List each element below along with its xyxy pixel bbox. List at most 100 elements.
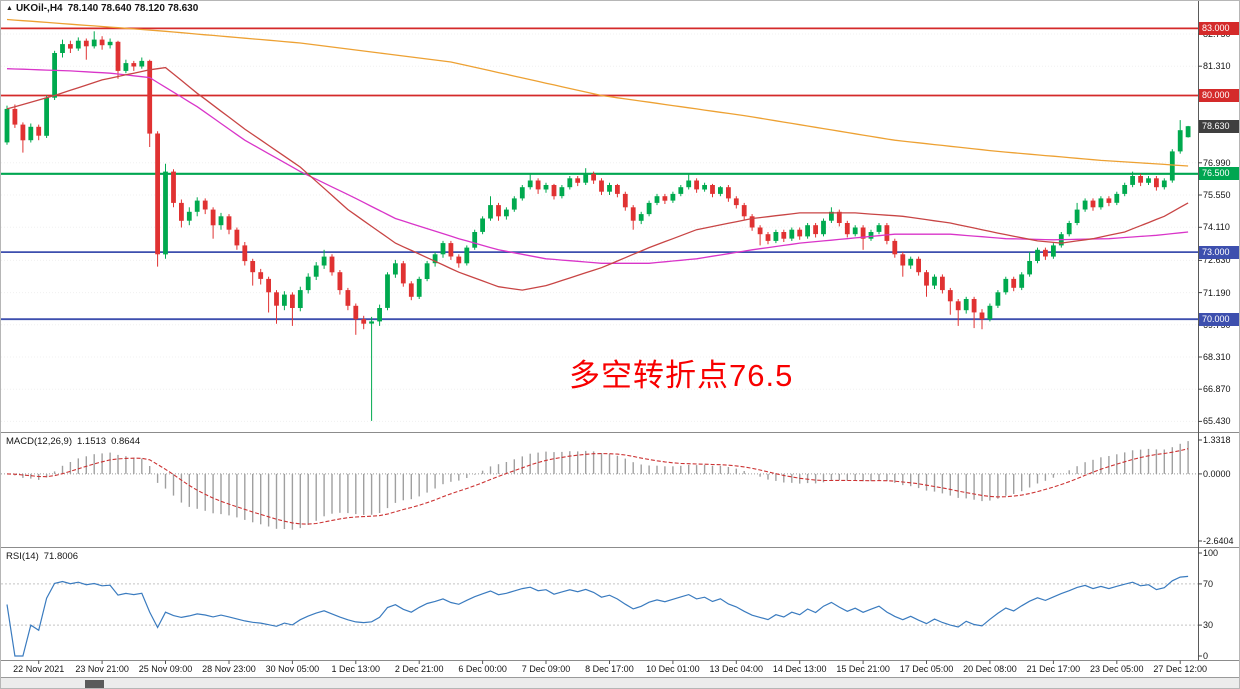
candle-body <box>68 44 73 49</box>
time-axis-label: 28 Nov 23:00 <box>202 664 256 674</box>
candle-body <box>1074 209 1080 223</box>
price-axis-label: 72.630 <box>1203 255 1231 266</box>
horizontal-scrollbar[interactable] <box>1 677 1239 688</box>
candle-body <box>543 185 549 190</box>
candle-body <box>448 243 454 257</box>
candle-body <box>535 180 541 190</box>
candle-body <box>305 276 311 291</box>
candle-body <box>1019 274 1025 288</box>
candle-body <box>353 305 359 320</box>
candle-body <box>297 290 303 308</box>
candle-body <box>456 256 462 264</box>
candle-body <box>702 185 707 190</box>
candle-body <box>290 294 295 308</box>
time-axis-label: 6 Dec 00:00 <box>458 664 507 674</box>
candle-body <box>210 209 216 226</box>
candle-body <box>995 292 1001 306</box>
candle-body <box>4 108 10 143</box>
rsi-value: 71.8006 <box>43 551 79 562</box>
candle-body <box>408 283 414 297</box>
candle-body <box>940 276 945 291</box>
candle-body <box>1161 180 1167 188</box>
candle-body <box>416 278 422 297</box>
ma-mid-red <box>6 66 1189 291</box>
time-axis-label: 7 Dec 09:00 <box>521 664 571 674</box>
candle-body <box>971 299 977 313</box>
candle-body <box>1122 185 1128 194</box>
candle-body <box>916 258 921 273</box>
ma-long-magenta <box>6 68 1189 264</box>
candle-body <box>1043 249 1048 257</box>
candle-body <box>599 180 604 192</box>
candle-body <box>805 225 810 237</box>
time-axis-label: 2 Dec 21:00 <box>394 664 444 674</box>
candle-body <box>107 41 113 46</box>
chart-annotation-text: 多空转折点76.5 <box>569 358 794 393</box>
candle-body <box>1011 278 1017 288</box>
time-axis-label: 10 Dec 01:00 <box>646 664 700 674</box>
rsi-line <box>6 575 1189 657</box>
candle-body <box>202 200 208 210</box>
time-axis-label: 27 Dec 12:00 <box>1153 664 1207 674</box>
candle-body <box>20 124 26 141</box>
candle-body <box>860 227 866 239</box>
candle-body <box>757 227 763 235</box>
candle-body <box>924 272 929 286</box>
candle-body <box>836 211 842 223</box>
scrollbar-thumb[interactable] <box>85 680 104 688</box>
candle-body <box>218 216 224 226</box>
candle-body <box>123 63 129 71</box>
candle-body <box>726 187 731 199</box>
candle-body <box>797 229 803 237</box>
candle-body <box>789 229 795 239</box>
candle-body <box>947 290 953 302</box>
candle-body <box>646 202 652 215</box>
candle-body <box>741 205 747 217</box>
candle-body <box>813 225 818 235</box>
candle-body <box>979 312 985 320</box>
candle-body <box>258 272 264 279</box>
price-axis-label: 74.110 <box>1203 222 1230 233</box>
candle-body <box>1177 130 1183 152</box>
candle-body <box>1027 261 1032 275</box>
candle-body <box>504 209 509 217</box>
candle-body <box>274 292 279 306</box>
candle-body <box>424 263 430 279</box>
macd-main-value: 1.1513 <box>77 436 107 447</box>
price-badge-70.000: 70.000 <box>1199 312 1239 326</box>
candle-body <box>876 225 882 232</box>
candle-body <box>1114 193 1120 203</box>
macd-signal-line <box>6 448 1189 525</box>
macd-signal-value: 0.8644 <box>111 436 141 447</box>
candle-body <box>400 263 406 284</box>
candle-body <box>678 187 684 194</box>
candle-body <box>630 207 636 221</box>
candle-body <box>559 187 565 197</box>
candle-body <box>440 243 446 255</box>
rsi-axis-label: 100 <box>1203 548 1219 558</box>
price-axis-label: 65.430 <box>1203 416 1231 427</box>
candle-body <box>900 254 906 266</box>
candle-body <box>361 319 367 324</box>
macd-axis-label: 1.3318 <box>1203 435 1231 445</box>
time-axis-label: 15 Dec 21:00 <box>836 664 890 674</box>
candle-body <box>686 180 692 188</box>
price-badge-78.630: 78.630 <box>1199 119 1239 133</box>
candle-body <box>99 39 105 46</box>
symbol-marker-icon: ▲ <box>6 5 13 12</box>
candle-body <box>1185 126 1191 138</box>
candle-body <box>496 205 501 217</box>
candle-body <box>607 185 612 192</box>
candle-body <box>36 126 42 136</box>
candle-body <box>345 290 351 306</box>
candle-body <box>892 240 898 255</box>
candle-body <box>250 261 256 273</box>
macd-axis-label: -2.6404 <box>1203 536 1234 546</box>
candle-body <box>511 198 517 210</box>
time-axis-label: 30 Nov 05:00 <box>265 664 320 674</box>
candle-body <box>781 232 787 239</box>
candle-body <box>1035 249 1040 261</box>
candle-body <box>1146 178 1151 183</box>
